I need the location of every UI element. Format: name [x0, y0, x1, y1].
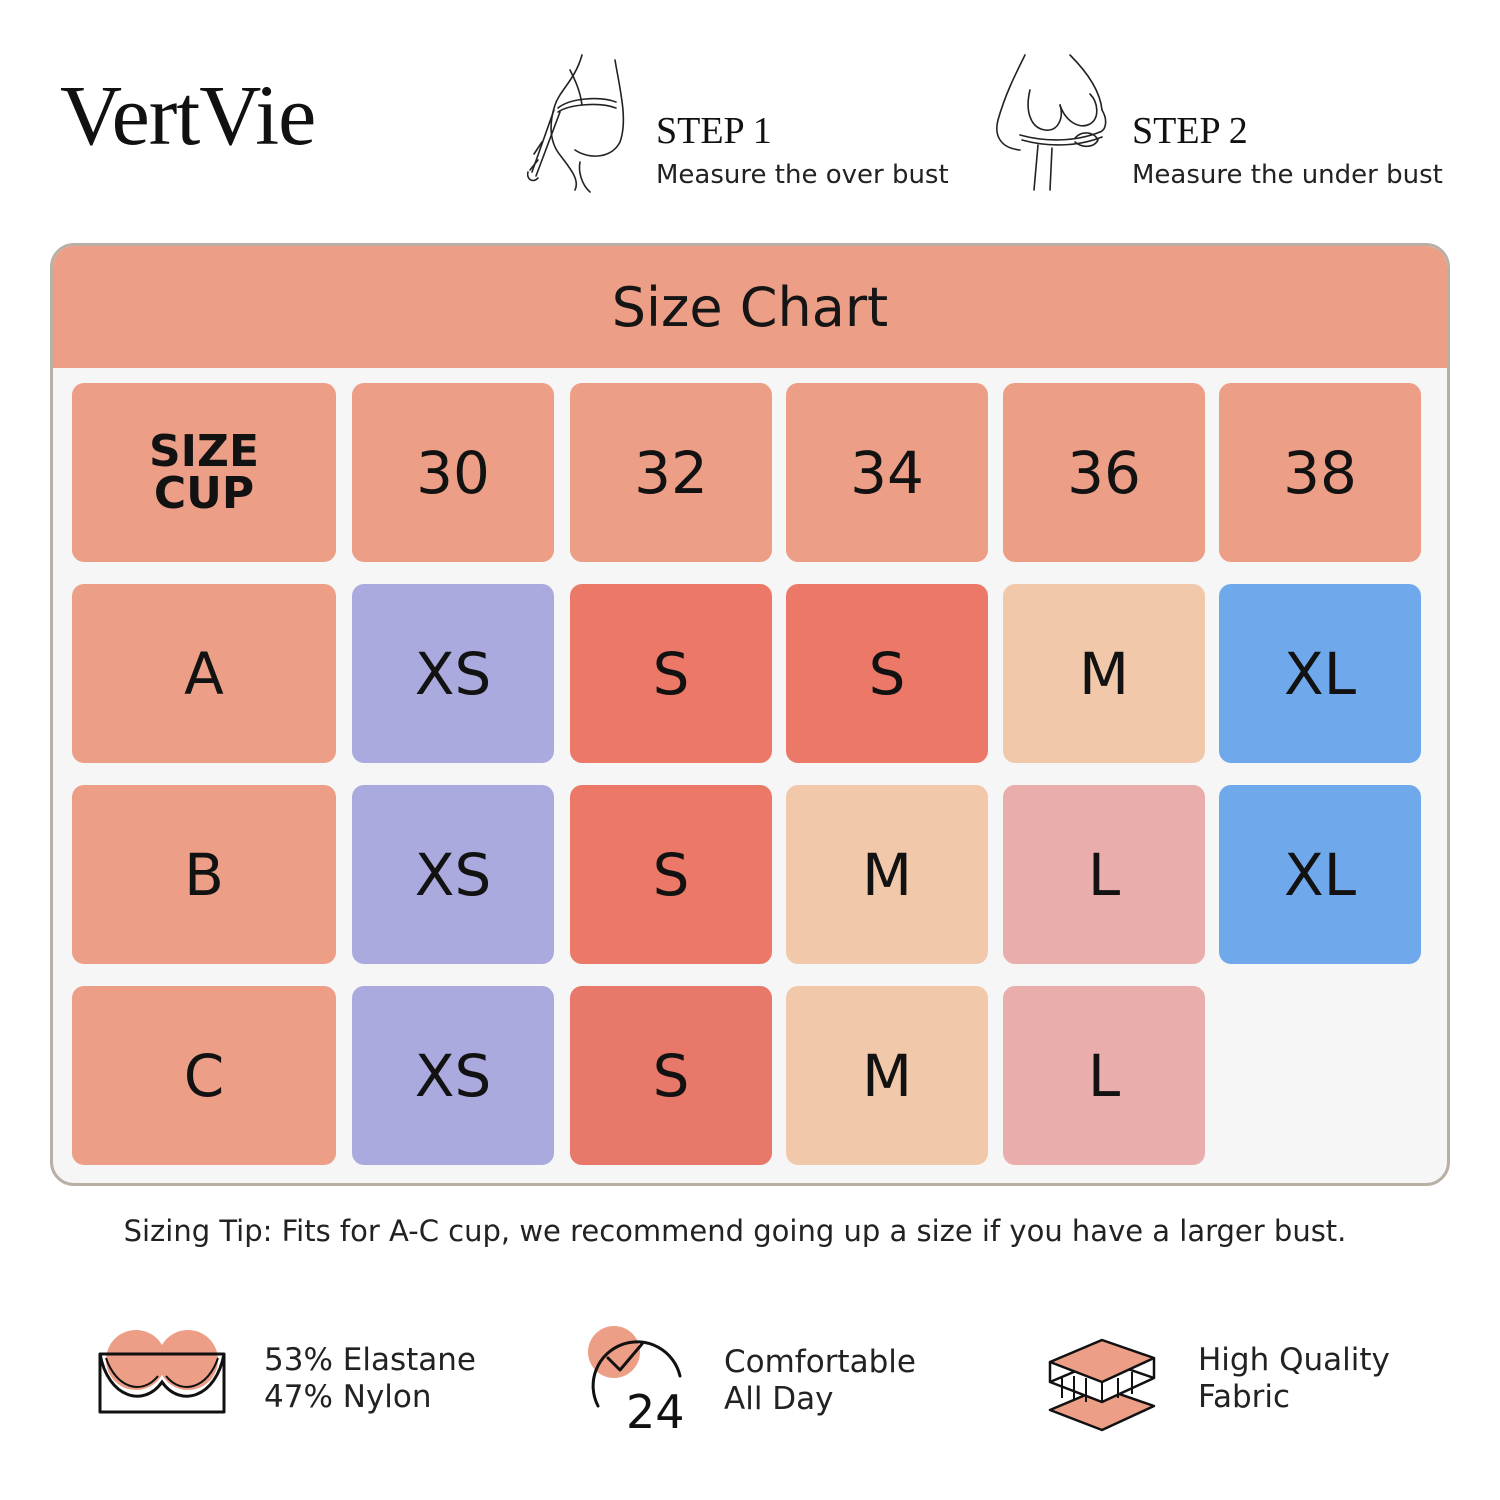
- size-cell-a-32: S: [570, 584, 772, 763]
- size-cell-c-32: S: [570, 986, 772, 1165]
- feature-fabric-line2: Fabric: [1198, 1379, 1291, 1415]
- svg-text:24: 24: [626, 1385, 685, 1435]
- band-size-34: 34: [786, 383, 988, 562]
- feature-comfort-line2: All Day: [724, 1381, 834, 1417]
- under-bust-measure-icon: [996, 54, 1107, 191]
- size-cell-b-38: XL: [1219, 785, 1421, 964]
- size-cell-a-34: S: [786, 584, 988, 763]
- fabric-layers-icon: [1048, 1338, 1156, 1432]
- size-cell-c-34: M: [786, 986, 988, 1165]
- over-bust-measure-icon: [526, 54, 625, 193]
- size-chart-header: Size Chart: [53, 246, 1447, 368]
- band-size-36: 36: [1003, 383, 1205, 562]
- cup-label-c: C: [72, 986, 336, 1165]
- feature-fabric-line1: High Quality: [1198, 1342, 1390, 1378]
- band-size-38: 38: [1219, 383, 1421, 562]
- size-cell-b-36: L: [1003, 785, 1205, 964]
- size-cell-b-32: S: [570, 785, 772, 964]
- clock-24-icon: 24: [588, 1326, 685, 1435]
- step-1-description: Measure the over bust: [656, 160, 949, 190]
- feature-material: 53% Elastane 47% Nylon: [96, 1320, 516, 1440]
- cup-label-b: B: [72, 785, 336, 964]
- step-2-description: Measure the under bust: [1132, 160, 1443, 190]
- size-cell-b-34: M: [786, 785, 988, 964]
- bra-cups-icon: [98, 1330, 226, 1414]
- step-1: STEP 1 Measure the over bust: [520, 50, 960, 200]
- size-chart-card: Size Chart SIZE CUP 30 32 34 36 38 A XS …: [50, 243, 1450, 1186]
- sizing-tip: Sizing Tip: Fits for A-C cup, we recomme…: [123, 1214, 1347, 1248]
- feature-comfort: 24 Comfortable All Day: [580, 1320, 940, 1440]
- corner-size-label: SIZE: [148, 425, 260, 477]
- size-cell-a-38: XL: [1219, 584, 1421, 763]
- step-2: STEP 2 Measure the under bust: [990, 50, 1460, 200]
- band-size-30: 30: [352, 383, 554, 562]
- size-cell-c-30: XS: [352, 986, 554, 1165]
- feature-material-line1: 53% Elastane: [264, 1342, 476, 1378]
- corner-cell: SIZE CUP: [72, 383, 336, 562]
- step-2-title: STEP 2: [1132, 110, 1248, 152]
- corner-cup-label: CUP: [153, 467, 255, 519]
- feature-fabric: High Quality Fabric: [1046, 1320, 1426, 1440]
- size-cell-a-36: M: [1003, 584, 1205, 763]
- feature-material-line2: 47% Nylon: [264, 1379, 432, 1415]
- size-chart-title: Size Chart: [611, 275, 889, 339]
- size-cell-a-30: XS: [352, 584, 554, 763]
- step-1-title: STEP 1: [656, 110, 772, 152]
- band-size-32: 32: [570, 383, 772, 562]
- feature-comfort-line1: Comfortable: [724, 1344, 916, 1380]
- cup-label-a: A: [72, 584, 336, 763]
- size-cell-c-36: L: [1003, 986, 1205, 1165]
- size-cell-b-30: XS: [352, 785, 554, 964]
- brand-logo: VertVie: [60, 67, 316, 163]
